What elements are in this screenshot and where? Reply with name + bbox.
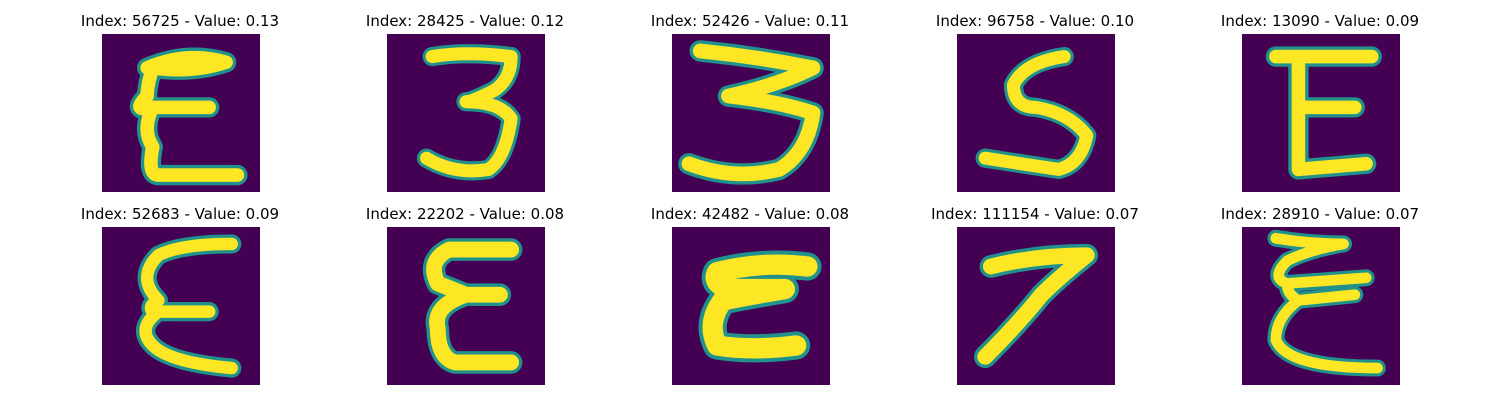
digit-glyph xyxy=(672,34,830,192)
panel-title: Index: 22202 - Value: 0.08 xyxy=(365,205,565,223)
digit-glyph xyxy=(957,227,1115,385)
digit-glyph xyxy=(387,34,545,192)
panel-title: Index: 28910 - Value: 0.07 xyxy=(1220,205,1420,223)
digit-glyph xyxy=(102,227,260,385)
digit-image xyxy=(672,34,830,192)
panel-9: Index: 111154 - Value: 0.07 xyxy=(885,205,1185,395)
panel-6: Index: 52683 - Value: 0.09 xyxy=(30,205,330,395)
panel-title: Index: 52426 - Value: 0.11 xyxy=(650,12,850,30)
panel-3: Index: 52426 - Value: 0.11 xyxy=(600,12,900,202)
digit-image xyxy=(672,227,830,385)
panel-title: Index: 96758 - Value: 0.10 xyxy=(935,12,1135,30)
panel-title: Index: 28425 - Value: 0.12 xyxy=(365,12,565,30)
digit-image xyxy=(1242,227,1400,385)
panel-title: Index: 52683 - Value: 0.09 xyxy=(80,205,280,223)
panel-title: Index: 111154 - Value: 0.07 xyxy=(931,205,1139,223)
panel-title: Index: 56725 - Value: 0.13 xyxy=(80,12,280,30)
digit-glyph xyxy=(672,227,830,385)
digit-image xyxy=(957,34,1115,192)
digit-image xyxy=(102,34,260,192)
digit-image xyxy=(102,227,260,385)
digit-glyph xyxy=(102,34,260,192)
panel-title: Index: 42482 - Value: 0.08 xyxy=(650,205,850,223)
digit-glyph xyxy=(1242,34,1400,192)
panel-5: Index: 13090 - Value: 0.09 xyxy=(1170,12,1470,202)
panel-4: Index: 96758 - Value: 0.10 xyxy=(885,12,1185,202)
panel-2: Index: 28425 - Value: 0.12 xyxy=(315,12,615,202)
panel-10: Index: 28910 - Value: 0.07 xyxy=(1170,205,1470,395)
digit-glyph xyxy=(387,227,545,385)
panel-7: Index: 22202 - Value: 0.08 xyxy=(315,205,615,395)
digit-glyph xyxy=(1242,227,1400,385)
digit-image xyxy=(957,227,1115,385)
digit-image xyxy=(387,34,545,192)
digit-image xyxy=(387,227,545,385)
digit-image xyxy=(1242,34,1400,192)
panel-title: Index: 13090 - Value: 0.09 xyxy=(1220,12,1420,30)
digit-glyph xyxy=(957,34,1115,192)
panel-8: Index: 42482 - Value: 0.08 xyxy=(600,205,900,395)
panel-1: Index: 56725 - Value: 0.13 xyxy=(30,12,330,202)
